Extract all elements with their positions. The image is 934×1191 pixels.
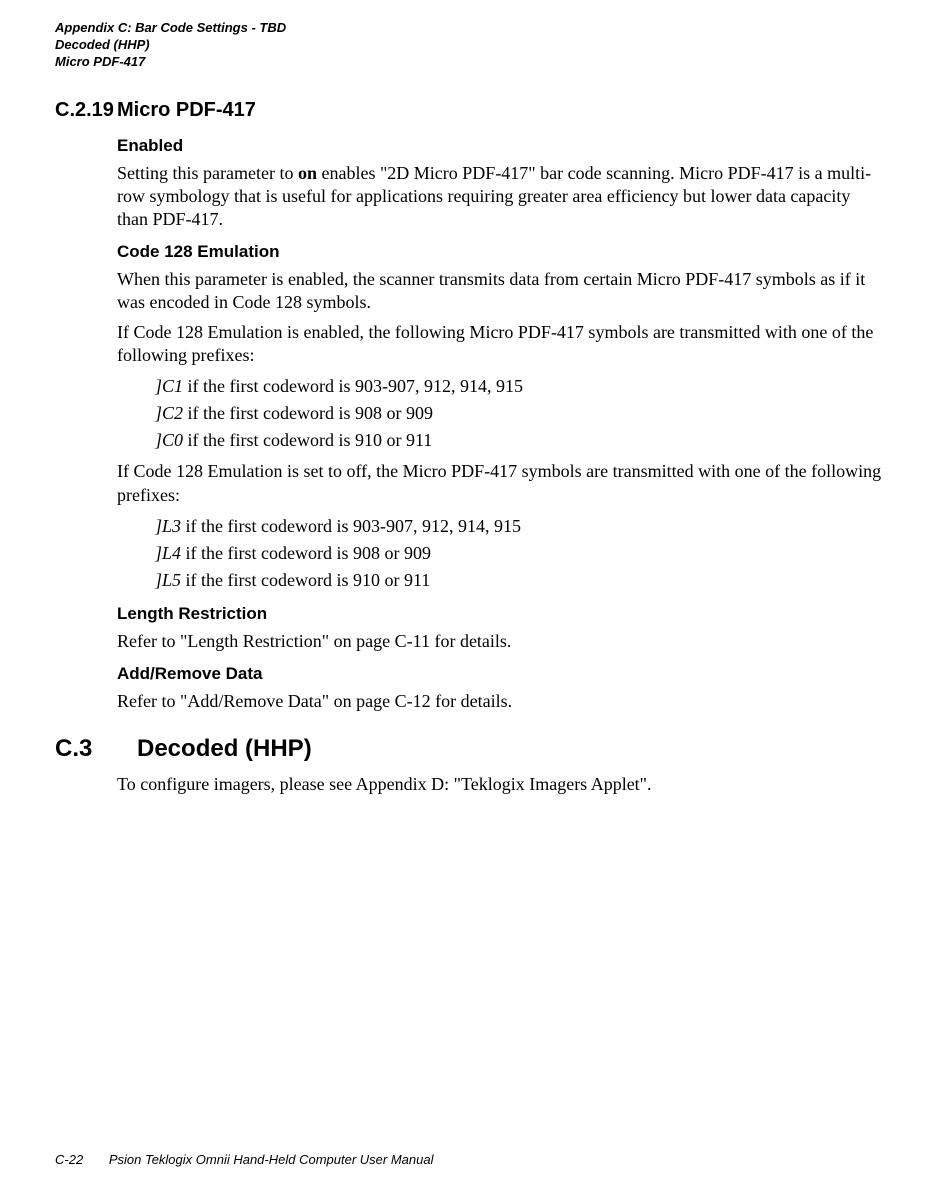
content-block-c3: To configure imagers, please see Appendi… <box>117 773 884 796</box>
code-prefix: ]C0 <box>155 430 183 450</box>
code-prefix: ]C1 <box>155 376 183 396</box>
header-line-1: Appendix C: Bar Code Settings - TBD <box>55 20 884 37</box>
code-prefix: ]L5 <box>155 570 181 590</box>
list-item: ]L3 if the first codeword is 903-907, 91… <box>155 513 884 540</box>
enabled-text-pre: Setting this parameter to <box>117 163 298 183</box>
code128-list1: ]C1 if the first codeword is 903-907, 91… <box>155 373 884 454</box>
length-text: Refer to "Length Restriction" on page C-… <box>117 630 884 653</box>
code-prefix: ]C2 <box>155 403 183 423</box>
section-title: Decoded (HHP) <box>137 735 312 763</box>
code128-list2: ]L3 if the first codeword is 903-907, 91… <box>155 513 884 594</box>
section-heading-c219: C.2.19 Micro PDF-417 <box>55 99 884 122</box>
list-item: ]L5 if the first codeword is 910 or 911 <box>155 567 884 594</box>
header-line-3: Micro PDF-417 <box>55 54 884 71</box>
code-rest: if the first codeword is 903-907, 912, 9… <box>181 516 521 536</box>
list-item: ]L4 if the first codeword is 908 or 909 <box>155 540 884 567</box>
code128-para2: If Code 128 Emulation is enabled, the fo… <box>117 321 884 368</box>
footer-page-number: C-22 <box>55 1152 83 1167</box>
content-block: Enabled Setting this parameter to on ena… <box>117 136 884 713</box>
list-item: ]C1 if the first codeword is 903-907, 91… <box>155 373 884 400</box>
section-title: Micro PDF-417 <box>117 99 256 122</box>
addremove-text: Refer to "Add/Remove Data" on page C-12 … <box>117 690 884 713</box>
page-header: Appendix C: Bar Code Settings - TBD Deco… <box>55 20 884 71</box>
section2-text: To configure imagers, please see Appendi… <box>117 773 884 796</box>
footer-title: Psion Teklogix Omnii Hand-Held Computer … <box>109 1152 434 1167</box>
section-number: C.2.19 <box>55 99 117 122</box>
subheading-addremove: Add/Remove Data <box>117 664 884 684</box>
header-line-2: Decoded (HHP) <box>55 37 884 54</box>
page-footer: C-22 Psion Teklogix Omnii Hand-Held Comp… <box>55 1152 433 1167</box>
code-prefix: ]L3 <box>155 516 181 536</box>
code128-para3: If Code 128 Emulation is set to off, the… <box>117 460 884 507</box>
code-rest: if the first codeword is 910 or 911 <box>181 570 430 590</box>
subheading-length: Length Restriction <box>117 604 884 624</box>
code128-para1: When this parameter is enabled, the scan… <box>117 268 884 315</box>
code-rest: if the first codeword is 910 or 911 <box>183 430 432 450</box>
section-number: C.3 <box>55 735 137 763</box>
enabled-text-bold: on <box>298 163 317 183</box>
list-item: ]C2 if the first codeword is 908 or 909 <box>155 400 884 427</box>
section-heading-c3: C.3 Decoded (HHP) <box>55 735 884 763</box>
subheading-code128: Code 128 Emulation <box>117 242 884 262</box>
enabled-text: Setting this parameter to on enables "2D… <box>117 162 884 232</box>
code-rest: if the first codeword is 908 or 909 <box>181 543 431 563</box>
code-prefix: ]L4 <box>155 543 181 563</box>
list-item: ]C0 if the first codeword is 910 or 911 <box>155 427 884 454</box>
code-rest: if the first codeword is 903-907, 912, 9… <box>183 376 523 396</box>
subheading-enabled: Enabled <box>117 136 884 156</box>
code-rest: if the first codeword is 908 or 909 <box>183 403 433 423</box>
